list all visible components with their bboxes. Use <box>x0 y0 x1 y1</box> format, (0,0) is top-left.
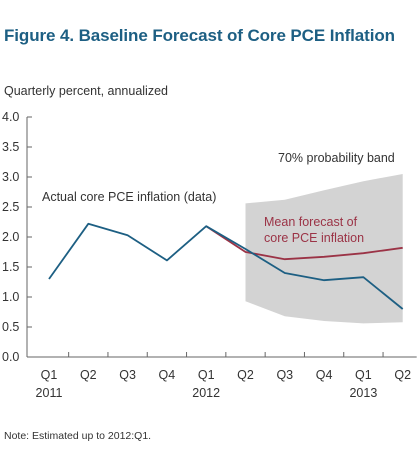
y-tick-label: 1.0 <box>2 290 19 304</box>
label-layer: 70% probability band Actual core PCE inf… <box>42 151 395 245</box>
mean-series-label-line2: core PCE inflation <box>264 231 364 245</box>
probability-band <box>245 174 403 324</box>
y-tick-label: 0.5 <box>2 320 19 334</box>
chart-title: Figure 4. Baseline Forecast of Core PCE … <box>4 26 395 45</box>
mean-series-label-line1: Mean forecast of <box>264 215 358 229</box>
x-tick-label: Q3 <box>276 368 293 382</box>
x-tick-label: Q2 <box>237 368 254 382</box>
x-tick-label: Q1 <box>355 368 372 382</box>
y-tick-label: 3.0 <box>2 170 19 184</box>
mean-forecast-line <box>205 225 403 261</box>
axis-layer: 0.0 0.5 1.0 1.5 2.0 2.5 3.0 3.5 4.0 Q1 Q2 Q3 Q4 Q1 Q2 Q… <box>2 110 417 400</box>
x-tick-label: Q4 <box>316 368 333 382</box>
chart-note: Note: Estimated up to 2012:Q1. <box>4 430 152 442</box>
y-tick-label: 4.0 <box>2 110 19 124</box>
y-tick-label: 2.0 <box>2 230 19 244</box>
line-layer <box>48 222 404 310</box>
x-tick-label: Q2 <box>394 368 411 382</box>
x-tick-label: Q3 <box>119 368 136 382</box>
x-year-label: 2012 <box>192 386 220 400</box>
y-tick-label: 3.5 <box>2 140 19 154</box>
band-layer <box>245 174 403 324</box>
y-axis-label: Quarterly percent, annualized <box>4 84 168 98</box>
x-tick-label: Q4 <box>159 368 176 382</box>
y-tick-label: 1.5 <box>2 260 19 274</box>
x-tick-label: Q1 <box>41 368 58 382</box>
y-tick-label: 2.5 <box>2 200 19 214</box>
x-year-label: 2011 <box>36 386 63 400</box>
band-label: 70% probability band <box>278 151 395 165</box>
x-year-label: 2013 <box>349 386 377 400</box>
x-tick-label: Q1 <box>198 368 215 382</box>
y-tick-label: 0.0 <box>2 350 19 364</box>
actual-series-line <box>48 222 404 310</box>
actual-series-label: Actual core PCE inflation (data) <box>42 190 216 204</box>
x-tick-label: Q2 <box>80 368 97 382</box>
